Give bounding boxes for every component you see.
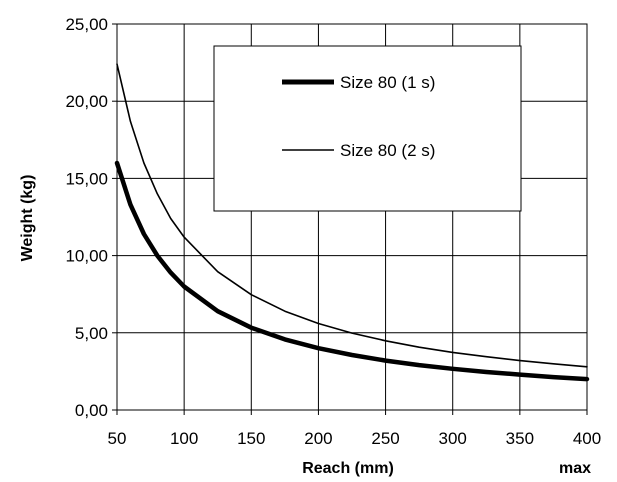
legend: Size 80 (1 s) Size 80 (2 s) bbox=[213, 45, 522, 212]
y-tick-label: 5,00 bbox=[75, 324, 108, 343]
plot-border bbox=[116, 23, 588, 411]
y-tick-label: 0,00 bbox=[75, 401, 108, 420]
x-tick-label: 150 bbox=[237, 429, 265, 448]
x-tick-label: 50 bbox=[108, 429, 127, 448]
x-tick-label: 400 bbox=[573, 429, 601, 448]
x-tick-label: 300 bbox=[439, 429, 467, 448]
legend-label-series-2: Size 80 (2 s) bbox=[340, 141, 435, 160]
tick-marks bbox=[112, 23, 588, 415]
y-tick-label: 25,00 bbox=[65, 15, 108, 34]
x-axis-title: Reach (mm) bbox=[302, 460, 394, 477]
legend-box bbox=[213, 45, 522, 212]
legend-label-series-1: Size 80 (1 s) bbox=[340, 73, 435, 92]
x-tick-label: 350 bbox=[506, 429, 534, 448]
x-tick-label: 250 bbox=[371, 429, 399, 448]
x-axis-max-label: max bbox=[559, 460, 591, 477]
series-lines bbox=[114, 63, 590, 382]
y-tick-labels: 0,00 5,00 10,00 15,00 20,00 25,00 bbox=[65, 15, 108, 420]
x-tick-label: 200 bbox=[304, 429, 332, 448]
y-tick-label: 15,00 bbox=[65, 169, 108, 188]
y-tick-label: 20,00 bbox=[65, 92, 108, 111]
y-tick-label: 10,00 bbox=[65, 247, 108, 266]
series-line-1 bbox=[114, 160, 590, 382]
x-tick-labels: 50 100 150 200 250 300 350 400 bbox=[108, 429, 602, 448]
x-tick-label: 100 bbox=[170, 429, 198, 448]
y-axis-title: Weight (kg) bbox=[19, 175, 36, 262]
series-line-2 bbox=[116, 63, 588, 368]
